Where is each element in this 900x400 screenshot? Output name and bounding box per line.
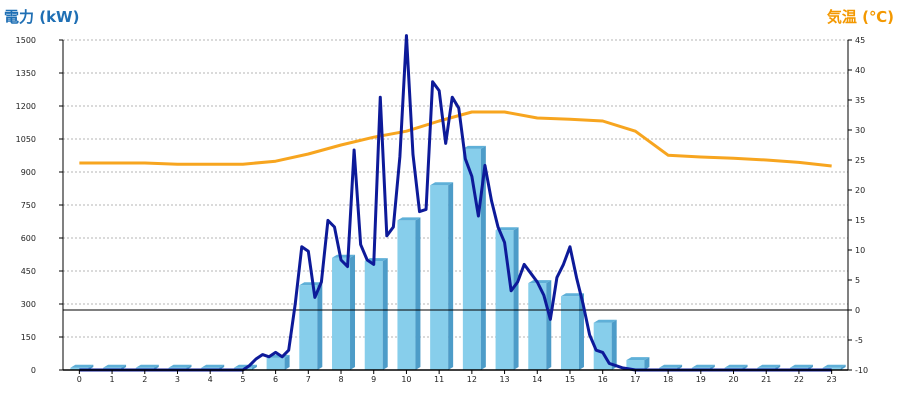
bar [430, 185, 449, 370]
bar-side [284, 354, 290, 370]
x-tick-label: 22 [794, 375, 804, 384]
x-tick-label: 21 [761, 375, 771, 384]
bar-side [546, 280, 552, 370]
right-tick-label: -10 [855, 366, 868, 375]
bar-side [415, 217, 421, 370]
temperature-line [79, 110, 832, 168]
bar-top [560, 293, 584, 297]
bar [528, 283, 547, 370]
bar-side [480, 145, 486, 370]
left-tick-label: 450 [21, 267, 36, 276]
bar-side [448, 182, 454, 370]
bar-top [364, 258, 388, 262]
bar-top [691, 364, 715, 368]
bar [266, 357, 285, 370]
right-axis-label: 気温 (℃) [826, 8, 894, 26]
left-tick-label: 0 [31, 366, 36, 375]
bar-top [135, 364, 159, 368]
bar-side [578, 293, 584, 370]
bar [364, 261, 383, 370]
bar-side [611, 319, 617, 370]
bar-top [70, 364, 94, 368]
bar-side [251, 364, 257, 370]
bar-top [201, 364, 225, 368]
right-tick-label: -5 [855, 336, 863, 345]
bar-top [397, 217, 421, 221]
x-tick-label: 16 [598, 375, 608, 384]
left-tick-label: 300 [21, 300, 36, 309]
x-tick-label: 9 [371, 375, 376, 384]
x-tick-label: 4 [208, 375, 213, 384]
x-tick-label: 23 [827, 375, 837, 384]
bar-top [495, 227, 519, 231]
x-tick-label: 14 [532, 375, 542, 384]
x-tick-label: 8 [338, 375, 343, 384]
left-axis-label: 電力 (kW) [4, 8, 80, 26]
right-tick-label: 5 [855, 276, 860, 285]
x-tick-label: 10 [401, 375, 411, 384]
right-tick-label: 10 [855, 246, 865, 255]
bar [626, 360, 645, 370]
x-tick-label: 12 [467, 375, 477, 384]
x-tick-label: 17 [630, 375, 640, 384]
left-tick-label: 750 [21, 201, 36, 210]
x-tick-label: 1 [110, 375, 115, 384]
power-line [79, 34, 832, 372]
bar-top [724, 364, 748, 368]
bar-top [757, 364, 781, 368]
bar-side [840, 364, 846, 370]
bar-side [382, 258, 388, 370]
x-tick-label: 6 [273, 375, 278, 384]
right-tick-label: 15 [855, 216, 865, 225]
x-tick-label: 3 [175, 375, 180, 384]
left-tick-label: 150 [21, 333, 36, 342]
right-tick-label: 35 [855, 96, 865, 105]
bar-top [593, 319, 617, 323]
left-tick-label: 1500 [16, 36, 36, 45]
left-tick-label: 1200 [16, 102, 36, 111]
bar-side [644, 357, 650, 370]
right-tick-label: 20 [855, 186, 865, 195]
x-tick-label: 7 [306, 375, 311, 384]
bar-top [299, 282, 323, 286]
right-tick-label: 25 [855, 156, 865, 165]
bar [822, 367, 841, 370]
bar [397, 220, 416, 370]
bar-top [168, 364, 192, 368]
x-tick-label: 0 [77, 375, 82, 384]
x-tick-label: 20 [728, 375, 738, 384]
x-tick-label: 19 [696, 375, 706, 384]
bar-top [528, 280, 552, 284]
left-tick-label: 1050 [16, 135, 36, 144]
x-tick-label: 15 [565, 375, 575, 384]
bar [560, 296, 579, 370]
x-tick-label: 18 [663, 375, 673, 384]
right-tick-label: 45 [855, 36, 865, 45]
right-tick-label: 40 [855, 66, 865, 75]
left-tick-label: 900 [21, 168, 36, 177]
bar-top [659, 364, 683, 368]
bar [299, 285, 318, 370]
bar-side [513, 227, 519, 370]
x-tick-label: 5 [240, 375, 245, 384]
bar-side [350, 254, 356, 370]
bar-top [430, 182, 454, 186]
x-tick-label: 13 [499, 375, 509, 384]
right-tick-label: 0 [855, 306, 860, 315]
bar [332, 257, 351, 370]
bar-top [462, 145, 486, 149]
right-tick-label: 30 [855, 126, 865, 135]
bar-side [317, 282, 323, 370]
x-tick-label: 2 [142, 375, 147, 384]
left-tick-label: 600 [21, 234, 36, 243]
left-tick-label: 1350 [16, 69, 36, 78]
bar-top [626, 357, 650, 361]
bar-top [103, 364, 127, 368]
bar-top [789, 364, 813, 368]
x-tick-label: 11 [434, 375, 444, 384]
bar-top [822, 364, 846, 368]
